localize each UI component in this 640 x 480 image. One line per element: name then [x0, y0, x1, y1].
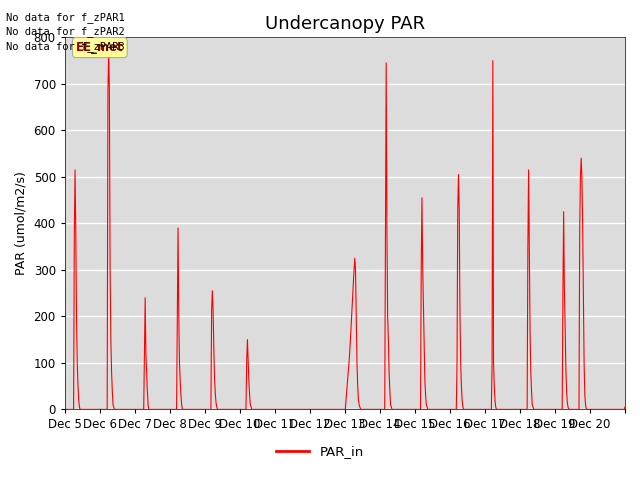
Y-axis label: PAR (umol/m2/s): PAR (umol/m2/s): [15, 171, 28, 276]
Title: Undercanopy PAR: Undercanopy PAR: [265, 15, 425, 33]
Text: No data for f_zPAR3: No data for f_zPAR3: [6, 41, 125, 52]
Legend: PAR_in: PAR_in: [271, 440, 369, 464]
Text: EE_met: EE_met: [76, 41, 124, 54]
Text: No data for f_zPAR2: No data for f_zPAR2: [6, 26, 125, 37]
Text: No data for f_zPAR1: No data for f_zPAR1: [6, 12, 125, 23]
